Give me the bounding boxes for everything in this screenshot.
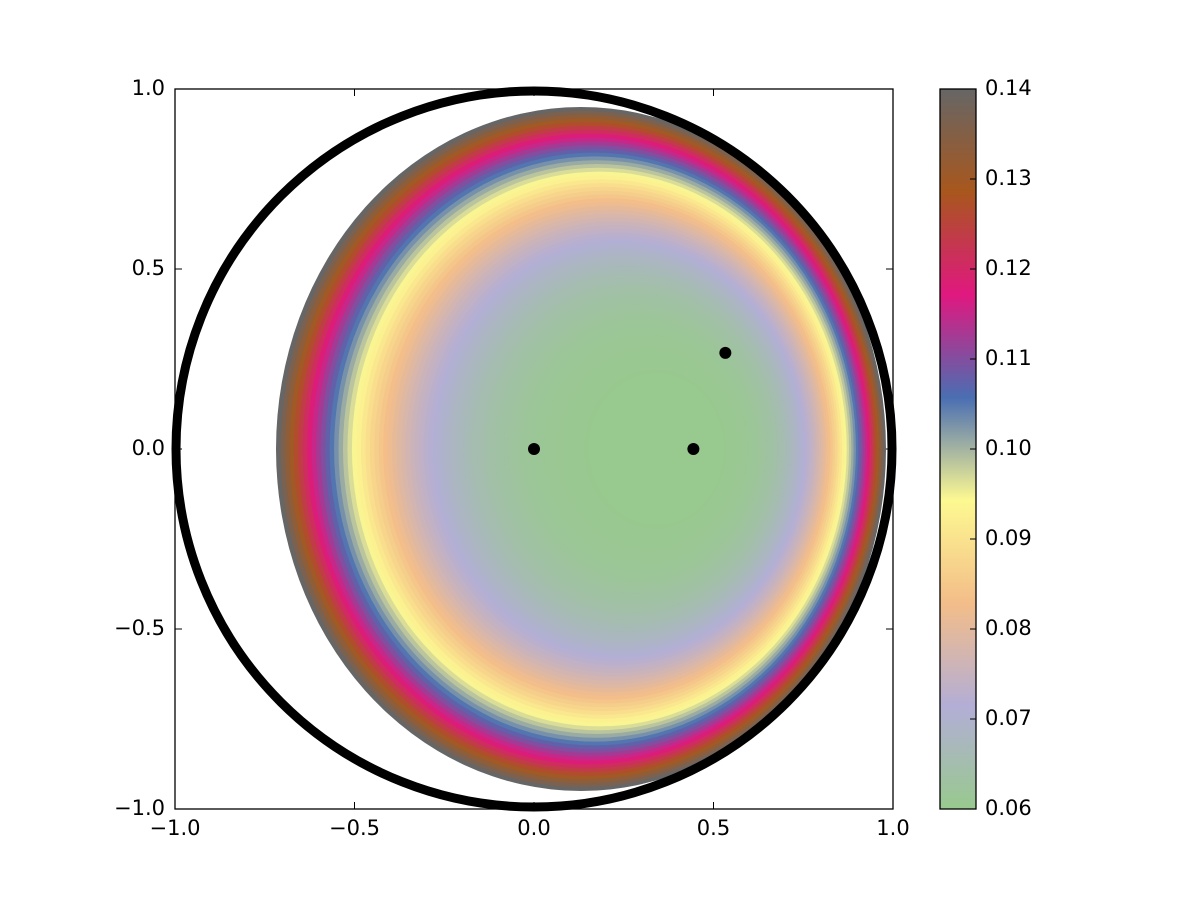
- x-tick-label: 0.5: [697, 816, 730, 840]
- y-tick-label: −1.0: [114, 796, 165, 820]
- colorbar-tick-label: 0.08: [985, 616, 1032, 640]
- x-tick-label: −1.0: [150, 816, 201, 840]
- colorbar-tick-label: 0.12: [985, 256, 1032, 280]
- colorbar-tick-label: 0.10: [985, 436, 1032, 460]
- colorbar-tick-label: 0.11: [985, 346, 1032, 370]
- colorbar-tick-label: 0.09: [985, 526, 1032, 550]
- colorbar-tick-label: 0.13: [985, 166, 1032, 190]
- y-tick-label: 1.0: [132, 76, 165, 100]
- point: [719, 346, 732, 359]
- colorbar-tick-label: 0.14: [985, 76, 1032, 100]
- y-tick-label: −0.5: [114, 616, 165, 640]
- x-tick-label: 0.0: [517, 816, 550, 840]
- colorbar-tick-label: 0.07: [985, 706, 1032, 730]
- contour-field: [276, 107, 886, 791]
- colorbar-tick-label: 0.06: [985, 796, 1032, 820]
- x-tick-label: 1.0: [876, 816, 909, 840]
- contour-band: [673, 445, 681, 453]
- y-tick-label: 0.5: [132, 256, 165, 280]
- y-tick-label: 0.0: [132, 436, 165, 460]
- x-tick-label: −0.5: [329, 816, 380, 840]
- point: [528, 443, 540, 455]
- point: [687, 443, 700, 455]
